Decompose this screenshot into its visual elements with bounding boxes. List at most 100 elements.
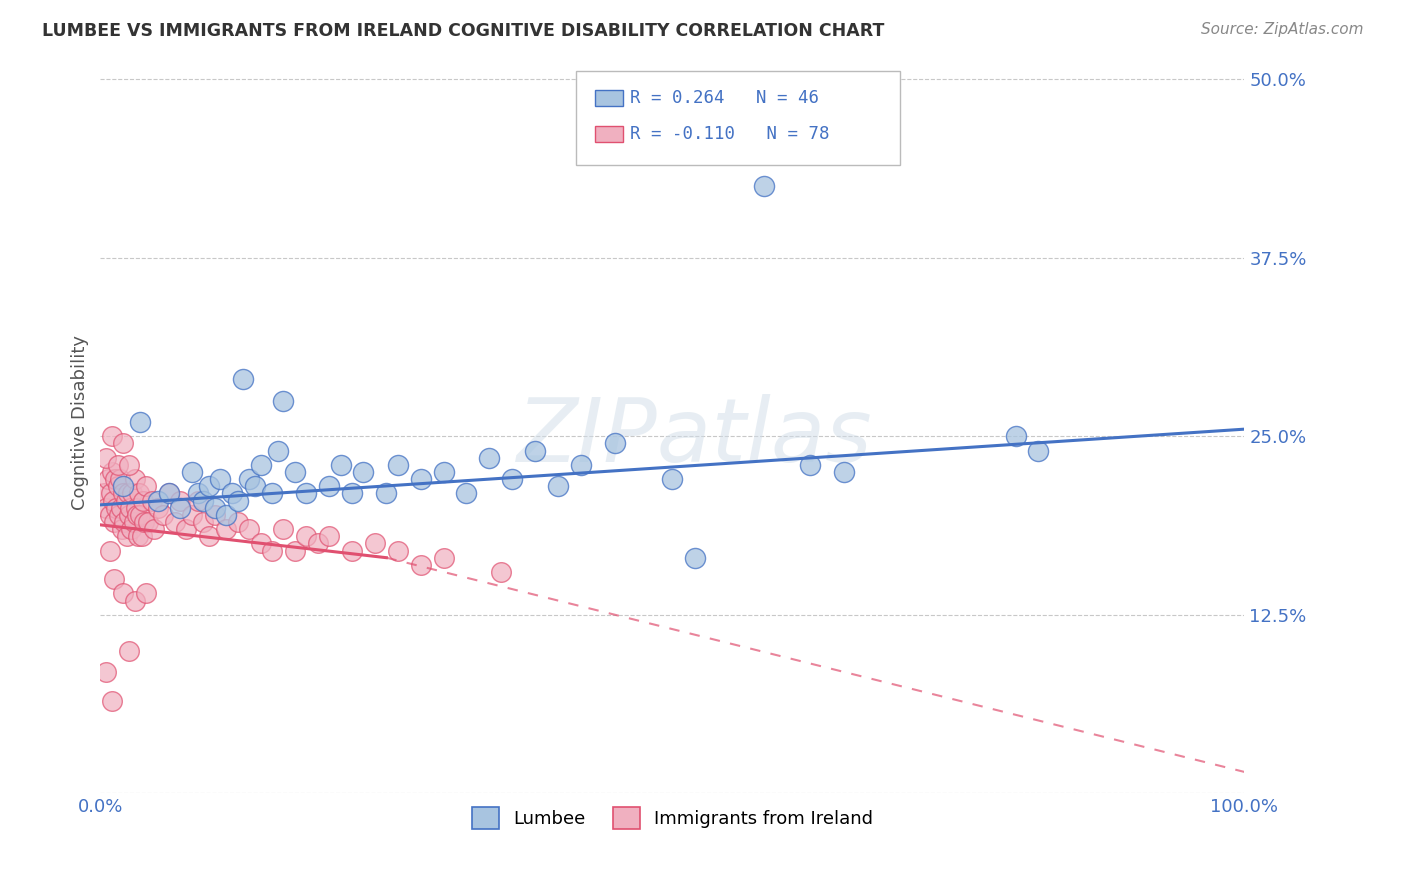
Point <box>112 586 135 600</box>
Point <box>101 693 124 707</box>
Point <box>204 508 226 522</box>
Point <box>127 529 149 543</box>
Point <box>124 472 146 486</box>
Point <box>1028 443 1050 458</box>
Point <box>198 529 221 543</box>
Point <box>284 543 307 558</box>
Point <box>718 144 741 158</box>
Point <box>118 643 141 657</box>
Point <box>501 472 523 486</box>
Point <box>295 529 318 543</box>
Point <box>193 493 215 508</box>
Point <box>125 508 148 522</box>
Point <box>174 522 197 536</box>
Point <box>135 479 157 493</box>
Point <box>112 479 135 493</box>
Point <box>215 522 238 536</box>
Point <box>478 450 501 465</box>
Point <box>180 508 202 522</box>
Point <box>832 465 855 479</box>
Point <box>138 515 160 529</box>
Point <box>101 493 124 508</box>
Point <box>260 486 283 500</box>
Point <box>193 515 215 529</box>
Point <box>432 550 454 565</box>
Point <box>98 508 121 522</box>
Point <box>266 443 288 458</box>
Point <box>103 572 125 586</box>
Point <box>238 522 260 536</box>
Point <box>157 486 180 500</box>
Point <box>131 493 153 508</box>
Point <box>238 472 260 486</box>
Point <box>112 486 135 500</box>
Point <box>141 493 163 508</box>
Point <box>353 465 375 479</box>
Point <box>100 486 122 500</box>
Point <box>799 458 821 472</box>
Point <box>387 543 409 558</box>
Point <box>135 586 157 600</box>
Point <box>187 486 209 500</box>
Point <box>375 486 398 500</box>
Text: LUMBEE VS IMMIGRANTS FROM IRELAND COGNITIVE DISABILITY CORRELATION CHART: LUMBEE VS IMMIGRANTS FROM IRELAND COGNIT… <box>42 22 884 40</box>
Point <box>105 500 128 515</box>
Point <box>273 393 295 408</box>
Point <box>117 486 139 500</box>
Point <box>101 465 124 479</box>
Point <box>107 458 129 472</box>
Point <box>121 486 143 500</box>
Point <box>169 493 191 508</box>
Point <box>125 500 148 515</box>
Point <box>409 558 432 572</box>
Point <box>260 543 283 558</box>
Point <box>198 479 221 493</box>
Point <box>387 458 409 472</box>
Point <box>318 529 340 543</box>
Point <box>129 415 152 429</box>
Point <box>456 486 478 500</box>
Point <box>118 508 141 522</box>
Legend: Lumbee, Immigrants from Ireland: Lumbee, Immigrants from Ireland <box>464 800 880 837</box>
Point <box>284 465 307 479</box>
Point <box>128 486 150 500</box>
Point <box>661 472 683 486</box>
Point <box>409 472 432 486</box>
Point <box>1004 429 1026 443</box>
Point <box>273 522 295 536</box>
Point <box>115 529 138 543</box>
Point <box>122 515 145 529</box>
Point <box>104 472 127 486</box>
Point <box>364 536 387 550</box>
Point <box>524 443 547 458</box>
Point <box>98 543 121 558</box>
Point <box>221 486 243 500</box>
Point <box>226 493 249 508</box>
Point <box>112 515 135 529</box>
Point <box>180 465 202 479</box>
Point <box>157 486 180 500</box>
Point <box>143 522 166 536</box>
Point <box>243 479 266 493</box>
Text: R = -0.110   N = 78: R = -0.110 N = 78 <box>630 125 830 143</box>
Point <box>163 515 186 529</box>
Point <box>146 493 169 508</box>
Point <box>432 465 454 479</box>
Text: R = 0.264   N = 46: R = 0.264 N = 46 <box>630 89 818 107</box>
Point <box>97 472 120 486</box>
Point <box>110 500 132 515</box>
Point <box>232 372 254 386</box>
Point <box>107 479 129 493</box>
Point <box>489 565 512 579</box>
Point <box>118 458 141 472</box>
Point <box>752 179 775 194</box>
Point <box>249 536 271 550</box>
Point <box>131 529 153 543</box>
Y-axis label: Cognitive Disability: Cognitive Disability <box>72 334 89 509</box>
Point <box>112 436 135 450</box>
Point <box>204 500 226 515</box>
Point <box>547 479 569 493</box>
Point <box>187 493 209 508</box>
Point <box>107 508 129 522</box>
Point <box>295 486 318 500</box>
